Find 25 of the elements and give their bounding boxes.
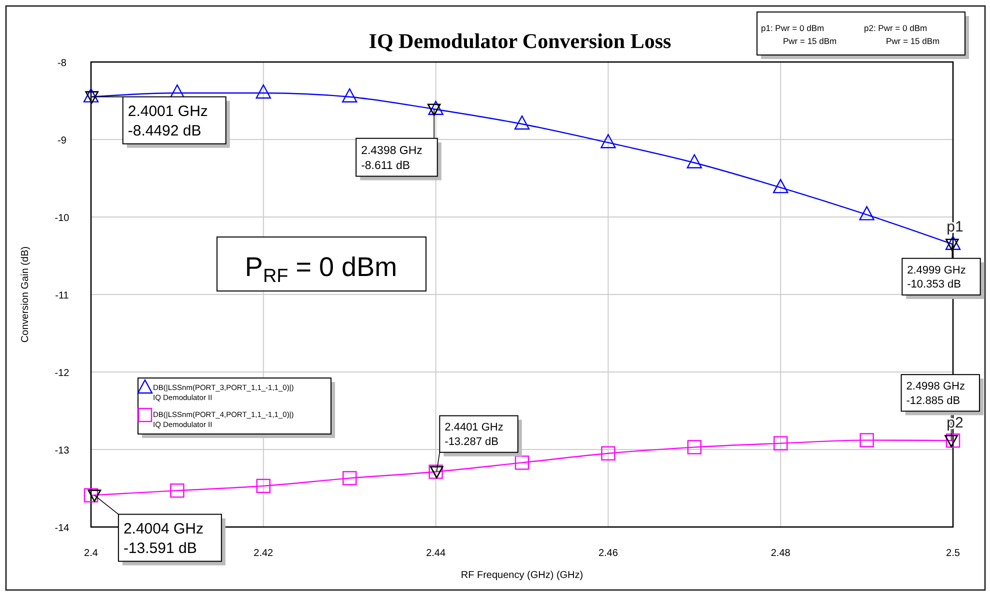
annotation: 2.4998 GHz -12.885 dB xyxy=(906,380,965,407)
y-tick-label: -12 xyxy=(54,368,70,379)
x-axis-title: RF Frequency (GHz) (GHz) xyxy=(460,570,584,581)
text: p2: Pwr = 0 dBm Pwr = 15 dBm xyxy=(864,23,940,46)
x-tick-label: 2.5 xyxy=(946,548,960,559)
y-tick-label: -13 xyxy=(54,446,70,456)
annotation: 2.4398 GHz -8.611 dB xyxy=(361,144,423,172)
annotation: 2.4401 GHz -13.287 dB xyxy=(444,422,504,448)
y-tick-label: -14 xyxy=(54,523,70,534)
y-axis-title: Conversion Gain (dB) xyxy=(20,246,31,343)
annotation: 2.4004 GHz -13.591 dB xyxy=(123,520,204,557)
annotation: P$_{RF}$ = 0 dBm xyxy=(244,252,398,287)
annotation: 2.4999 GHz -10.353 dB xyxy=(907,264,966,291)
y-tick-label: -9 xyxy=(58,136,67,146)
y-tick-label: -11 xyxy=(55,290,70,302)
text: p1: Pwr = 0 dBm Pwr = 15 dBm xyxy=(761,23,837,46)
x-tick-label: 2.42 xyxy=(254,548,274,559)
chart-title: IQ Demodulator Conversion Loss xyxy=(368,29,672,53)
y-tick-label: -10 xyxy=(54,213,70,224)
x-tick-label: 2.4 xyxy=(84,548,98,559)
y-tick-label: -8 xyxy=(58,58,67,69)
x-tick-label: 2.48 xyxy=(770,548,791,559)
annotation: 2.4001 GHz -8.4492 dB xyxy=(128,102,208,140)
x-tick-label: 2.46 xyxy=(598,548,618,559)
x-tick-label: 2.44 xyxy=(426,548,446,559)
